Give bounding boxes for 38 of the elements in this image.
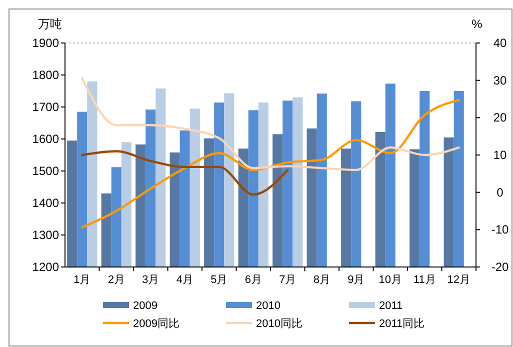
y2-tick-label: -10 (491, 222, 509, 237)
x-tick-label: 12月 (447, 274, 470, 286)
x-tick-label: 1月 (74, 274, 91, 286)
x-tick-label: 8月 (313, 274, 330, 286)
y-tick-label: 1900 (32, 36, 60, 50)
legend-label: 2011 (379, 300, 403, 312)
y-tick-label: 1600 (32, 132, 60, 146)
y-tick-label: 1200 (32, 260, 60, 274)
legend-label: 2009同比 (133, 317, 180, 330)
legend-label: 2011同比 (379, 317, 425, 330)
x-tick-label: 2月 (108, 274, 125, 286)
x-tick-label: 9月 (348, 274, 365, 286)
legend-label: 2009 (133, 300, 158, 312)
x-tick-label: 6月 (244, 274, 262, 286)
y2-axis-title: % (472, 17, 483, 31)
y-axis-title: 万吨 (38, 17, 62, 31)
y2-tick-label: 20 (493, 110, 507, 125)
y2-tick-label: 0 (496, 185, 504, 200)
y-tick-label: 1800 (32, 68, 60, 82)
line-series (81, 76, 460, 172)
x-tick-label: 5月 (210, 274, 228, 286)
y2-tick-label: 30 (493, 73, 507, 88)
x-tick-label: 3月 (142, 274, 160, 286)
line-series (81, 99, 460, 229)
y-tick-label: 1700 (32, 100, 60, 114)
line-series (81, 150, 289, 196)
legend-label: 2010同比 (256, 317, 302, 330)
x-tick-label: 10月 (378, 274, 402, 286)
y2-tick-label: 40 (493, 36, 507, 50)
y2-tick-label: 10 (493, 148, 507, 162)
x-tick-label: 7月 (279, 274, 296, 286)
y-tick-label: 1500 (32, 164, 60, 178)
legend-label: 2010 (256, 300, 280, 312)
x-tick-label: 4月 (176, 274, 194, 286)
y-tick-label: 1300 (32, 228, 60, 242)
y2-tick-label: -20 (491, 260, 509, 274)
y-tick-label: 1400 (32, 196, 60, 210)
x-tick-label: 11月 (413, 274, 436, 286)
